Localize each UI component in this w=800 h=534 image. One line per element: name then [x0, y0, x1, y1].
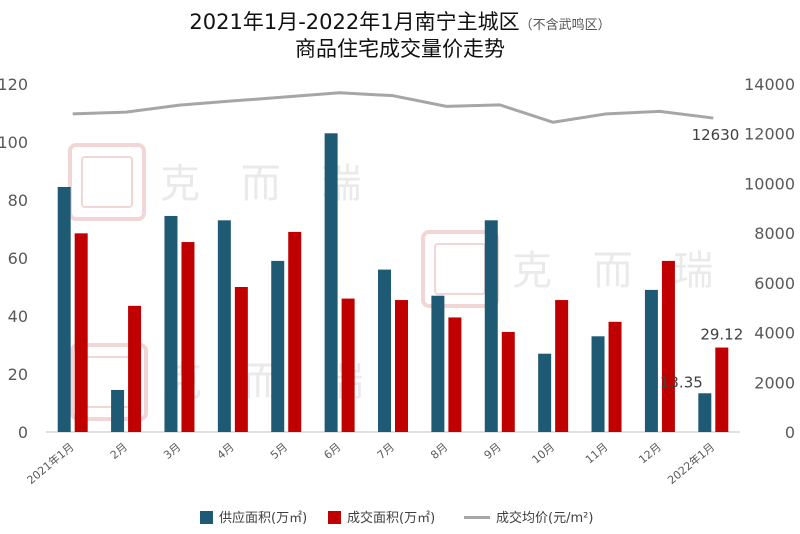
data-label-supply-last: 13.35: [660, 373, 703, 391]
legend-swatch-supply: [200, 511, 213, 524]
legend: 供应面积(万㎡) 成交面积(万㎡) 成交均价(元/m²): [200, 510, 593, 526]
bar-supply: [164, 215, 178, 432]
chart-title-note: （不含武鸣区）: [520, 17, 611, 33]
chart-title-line2: 商品住宅成交量价走势: [295, 37, 505, 61]
bar-supply: [698, 393, 712, 432]
x-tick-label: 3月: [161, 440, 183, 462]
watermark-text: 克 而 瑞: [160, 161, 375, 207]
y-right-tick-label: 14000: [744, 75, 795, 94]
bar-deal: [181, 242, 195, 432]
x-tick-label: 12月: [636, 440, 664, 466]
bar-deal: [555, 300, 569, 432]
bar-deal: [661, 260, 675, 432]
y-left-tick-label: 0: [18, 423, 28, 442]
bars: [57, 133, 729, 433]
legend-label-price: 成交均价(元/m²): [496, 510, 593, 526]
watermark-seal-icon: [68, 143, 146, 221]
y-right-tick-label: 6000: [754, 274, 795, 293]
data-labels: 13.35 29.12 12630: [660, 126, 743, 391]
y-right-tick-label: 0: [785, 423, 795, 442]
y-right-tick-label: 2000: [754, 373, 795, 392]
y-right-tick-label: 8000: [754, 224, 795, 243]
bar-supply: [591, 336, 605, 432]
bar-deal: [715, 347, 729, 432]
bar-deal: [288, 231, 302, 432]
watermark-text: 克 而 瑞: [512, 248, 727, 294]
bar-deal: [234, 287, 248, 432]
bar-supply: [271, 260, 285, 432]
price-line: [72, 91, 714, 124]
bar-supply: [111, 389, 125, 432]
y-left-tick-label: 100: [0, 133, 28, 152]
y-right-tick-label: 10000: [744, 174, 795, 193]
bar-supply: [538, 353, 552, 432]
y-left-tick-label: 20: [8, 365, 28, 384]
x-tick-label: 4月: [215, 440, 237, 462]
price-series-line: [72, 91, 714, 124]
bar-supply: [378, 269, 391, 432]
bar-deal: [74, 233, 88, 432]
bar-deal: [501, 331, 515, 432]
x-tick-label: 11月: [583, 440, 611, 466]
chart-title-line1: 2021年1月-2022年1月南宁主城区（不含武鸣区）: [189, 10, 610, 34]
x-tick-label: 10月: [530, 440, 558, 466]
bar-supply: [217, 220, 231, 432]
y-left-tick-label: 120: [0, 75, 28, 94]
data-label-price-last: 12630: [692, 126, 740, 144]
y-left-tick-label: 60: [8, 249, 28, 268]
bar-supply: [324, 133, 338, 433]
bar-supply: [484, 220, 498, 432]
bar-supply: [431, 295, 445, 432]
x-tick-label: 8月: [428, 440, 450, 462]
bar-deal: [608, 321, 622, 432]
legend-label-supply: 供应面积(万㎡): [219, 510, 307, 526]
bar-deal: [341, 298, 355, 432]
bar-supply: [644, 289, 658, 432]
bar-deal: [448, 317, 462, 432]
bar-deal: [128, 305, 142, 432]
x-tick-label: 2月: [108, 440, 130, 462]
legend-swatch-deal: [328, 511, 341, 524]
bar-deal: [395, 300, 408, 432]
y-right-tick-label: 12000: [744, 125, 795, 144]
bar-supply: [57, 186, 71, 432]
x-tick-label: 5月: [268, 440, 290, 462]
x-tick-label: 2022年1月: [665, 440, 718, 487]
x-tick-label: 6月: [321, 440, 343, 462]
data-label-deal-last: 29.12: [700, 326, 743, 344]
x-tick-label: 2021年1月: [24, 440, 77, 487]
legend-label-deal: 成交面积(万㎡): [347, 510, 435, 526]
x-tick-label: 7月: [375, 440, 397, 462]
y-right-tick-label: 4000: [754, 324, 795, 343]
y-left-tick-label: 80: [8, 191, 28, 210]
y-left-tick-label: 40: [8, 307, 28, 326]
x-tick-label: 9月: [482, 440, 504, 462]
